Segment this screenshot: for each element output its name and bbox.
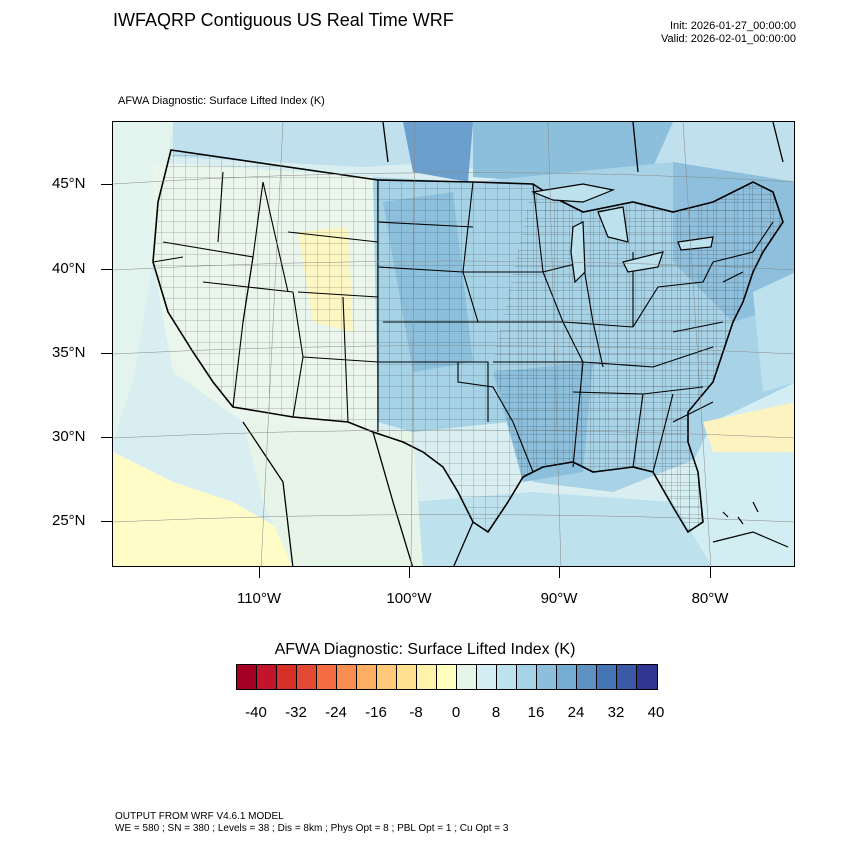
colorbar-tick-label: -24 — [325, 704, 347, 721]
colorbar-tick-label: -16 — [365, 704, 387, 721]
colorbar-swatch — [377, 665, 397, 689]
colorbar-swatch — [577, 665, 597, 689]
lat-tick — [101, 437, 112, 438]
colorbar-swatch — [397, 665, 417, 689]
us-outline — [152, 149, 784, 534]
lat-label-35: 35°N — [52, 344, 86, 361]
canada-cold-field — [403, 122, 473, 182]
colorbar-tick-label: 24 — [567, 704, 585, 721]
lon-tick — [409, 567, 410, 578]
lon-label-100: 100°W — [386, 590, 432, 607]
colorbar-swatch — [617, 665, 637, 689]
colorbar-swatch — [517, 665, 537, 689]
colorbar-swatch — [337, 665, 357, 689]
lon-tick — [710, 567, 711, 578]
colorbar-tick-label: 8 — [491, 704, 501, 721]
model-config: WE = 580 ; SN = 380 ; Levels = 38 ; Dis … — [115, 823, 509, 834]
colorbar-swatch — [497, 665, 517, 689]
colorbar-swatch — [317, 665, 337, 689]
lat-tick — [101, 521, 112, 522]
colorbar-title: AFWA Diagnostic: Surface Lifted Index (K… — [274, 641, 576, 658]
colorbar-swatch — [357, 665, 377, 689]
caribbean-coastlines — [712, 501, 789, 548]
atlantic-warm-field — [703, 402, 794, 452]
colorbar-swatch — [257, 665, 277, 689]
lifted-index-map — [113, 122, 794, 566]
lon-label-110: 110°W — [236, 590, 282, 607]
lat-label-40: 40°N — [52, 260, 86, 277]
colorbar-tick-label: 0 — [451, 704, 461, 721]
init-time: Init: 2026-01-27_00:00:00 — [670, 20, 796, 32]
colorbar-swatch — [477, 665, 497, 689]
colorbar-swatch — [537, 665, 557, 689]
colorbar-tick-label: 32 — [607, 704, 625, 721]
colorbar-swatch — [417, 665, 437, 689]
model-info: OUTPUT FROM WRF V4.6.1 MODEL WE = 580 ; … — [115, 811, 508, 835]
colorbar — [236, 664, 658, 690]
run-times: Init: 2026-01-27_00:00:00 Valid: 2026-02… — [661, 20, 796, 46]
colorbar-swatch — [457, 665, 477, 689]
colorbar-tick-label: -32 — [285, 704, 307, 721]
lon-label-90: 90°W — [540, 590, 578, 607]
colorbar-tick-label: -8 — [409, 704, 423, 721]
colorbar-swatch — [297, 665, 317, 689]
colorbar-swatch — [437, 665, 457, 689]
lon-tick — [259, 567, 260, 578]
great-lakes — [530, 183, 714, 284]
lat-label-25: 25°N — [52, 512, 86, 529]
model-version: OUTPUT FROM WRF V4.6.1 MODEL — [115, 811, 284, 822]
lon-tick — [559, 567, 560, 578]
graticule — [113, 122, 794, 566]
colorbar-swatch — [277, 665, 297, 689]
lat-tick — [101, 353, 112, 354]
colorbar-swatch — [237, 665, 257, 689]
lat-label-30: 30°N — [52, 428, 86, 445]
colorbar-tick-label: 40 — [647, 704, 665, 721]
lon-label-80: 80°W — [691, 590, 729, 607]
lat-tick — [101, 269, 112, 270]
field-subtitle: AFWA Diagnostic: Surface Lifted Index (K… — [118, 95, 325, 107]
lat-label-45: 45°N — [52, 175, 86, 192]
valid-time: Valid: 2026-02-01_00:00:00 — [661, 33, 796, 45]
map-panel — [112, 121, 795, 567]
colorbar-tick-label: 16 — [527, 704, 545, 721]
colorbar-swatch — [557, 665, 577, 689]
colorbar-tick-label: -40 — [245, 704, 267, 721]
state-borders — [152, 171, 774, 473]
atlantic-north-field — [753, 272, 794, 392]
lat-tick — [101, 184, 112, 185]
colorbar-swatch — [597, 665, 617, 689]
plot-title: IWFAQRP Contiguous US Real Time WRF — [113, 10, 454, 30]
intl-borders — [242, 122, 784, 566]
colorbar-swatch — [637, 665, 657, 689]
